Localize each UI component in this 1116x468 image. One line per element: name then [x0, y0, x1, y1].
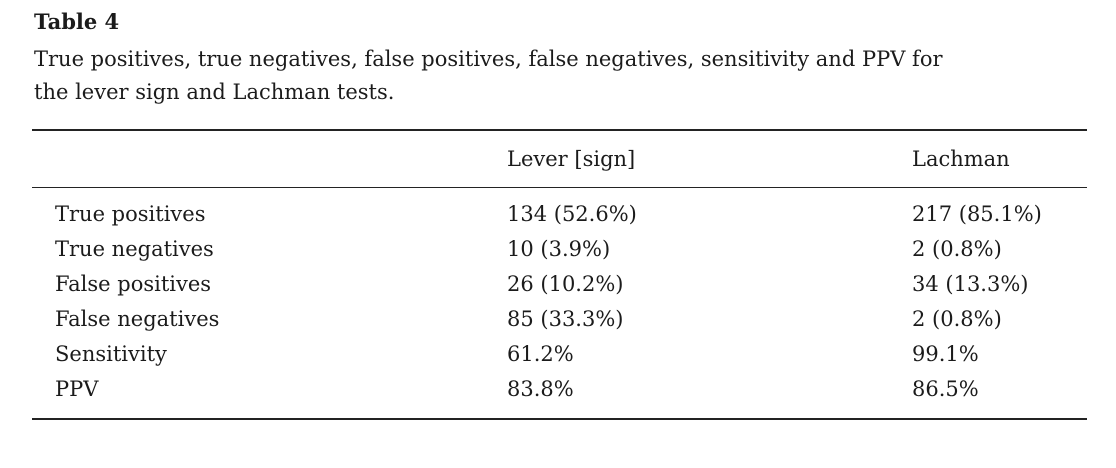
lever-value: 26 (10.2%)	[507, 271, 624, 296]
lever-value: 10 (3.9%)	[507, 236, 611, 261]
table-caption-line-1: True positives, true negatives, false po…	[34, 47, 943, 71]
lachman-value: 34 (13.3%)	[912, 271, 1029, 296]
row-label: False positives	[55, 271, 212, 296]
column-header-lachman: Lachman	[912, 147, 1010, 171]
lever-value: 85 (33.3%)	[507, 306, 624, 331]
table-caption: True positives, true negatives, false po…	[34, 43, 943, 109]
lachman-value: 99.1%	[912, 341, 979, 366]
results-table: Lever [sign] Lachman True positives 134 …	[32, 129, 1087, 420]
row-label: True positives	[55, 201, 206, 226]
row-label: Sensitivity	[55, 341, 167, 366]
lachman-value: 86.5%	[912, 376, 979, 401]
table-row: False positives 26 (10.2%) 34 (13.3%)	[32, 266, 1087, 301]
lever-value: 134 (52.6%)	[507, 201, 637, 226]
table-row: Sensitivity 61.2% 99.1%	[32, 336, 1087, 371]
lachman-value: 2 (0.8%)	[912, 306, 1002, 331]
table-row: True negatives 10 (3.9%) 2 (0.8%)	[32, 231, 1087, 266]
table-body: True positives 134 (52.6%) 217 (85.1%) T…	[32, 188, 1087, 418]
column-header-lever-sign: Lever [sign]	[507, 147, 636, 171]
table-caption-line-2: the lever sign and Lachman tests.	[34, 80, 395, 104]
row-label: False negatives	[55, 306, 220, 331]
lachman-value: 217 (85.1%)	[912, 201, 1042, 226]
lever-value: 61.2%	[507, 341, 574, 366]
row-label: True negatives	[55, 236, 214, 261]
lachman-value: 2 (0.8%)	[912, 236, 1002, 261]
table-row: True positives 134 (52.6%) 217 (85.1%)	[32, 196, 1087, 231]
table-row: PPV 83.8% 86.5%	[32, 371, 1087, 406]
row-label: PPV	[55, 376, 99, 401]
table-number-label: Table 4	[34, 9, 120, 34]
table-row: False negatives 85 (33.3%) 2 (0.8%)	[32, 301, 1087, 336]
table-header-row: Lever [sign] Lachman	[32, 131, 1087, 188]
lever-value: 83.8%	[507, 376, 574, 401]
